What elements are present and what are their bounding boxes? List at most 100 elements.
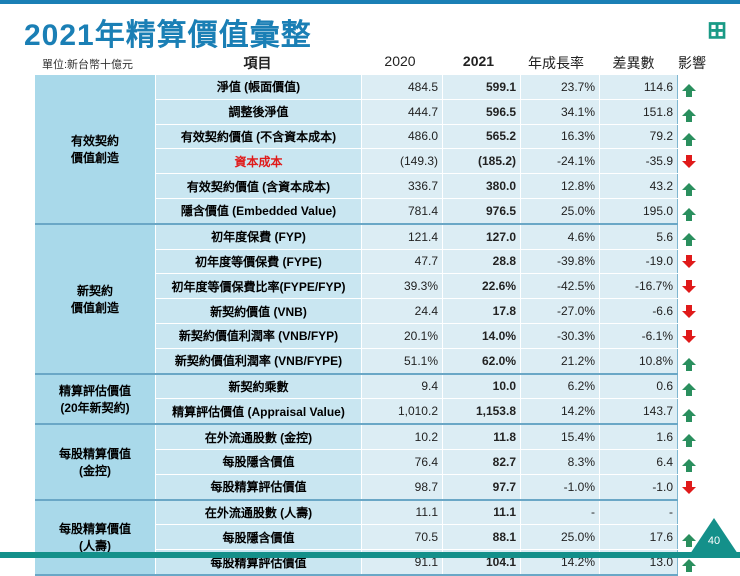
value-2020: 47.7 <box>361 249 443 275</box>
table-row: 初年度等價保費比率(FYPE/FYP) 39.3% 22.6% -42.5% -16.7… <box>35 273 700 300</box>
table-row: 每股精算價值 (人壽) 在外流通股數 (人壽) 11.1 11.1- - <box>35 499 700 576</box>
value-2021: 565.2 <box>442 124 521 150</box>
table-row: 每股精算價值 (金控) 在外流通股數 (金控) 10.2 11.8 15.4% 1.6 <box>35 424 700 501</box>
growth-cell: 15.4% <box>520 424 600 450</box>
bottom-bar <box>0 552 740 558</box>
group-label-text: 新契約 價值創造 <box>70 283 119 315</box>
value-2021: 88.1 <box>442 524 521 551</box>
table-row: 隱含價值 (Embedded Value) 781.4 976.5 25.0% 195.… <box>35 198 700 225</box>
header-2021: 2021 <box>462 53 495 69</box>
arrow-up-icon <box>682 233 696 247</box>
group-label: 每股精算價值 (金控) <box>35 424 156 501</box>
diff-cell: 151.8 <box>599 99 678 125</box>
impact-cell <box>677 273 700 299</box>
diff-cell: -1.0 <box>599 474 678 501</box>
arrow-up-icon <box>682 433 696 447</box>
table-row: 每股精算評估價值 98.7 97.7 -1.0% -1.0 <box>35 474 700 501</box>
value-2020: 24.4 <box>361 298 443 324</box>
diff-cell: -6.1% <box>599 323 678 349</box>
table-row: 有效契約價值 (含資本成本) 336.7 380.0 12.8% 43.2 <box>35 173 700 199</box>
diff-cell: 1.6 <box>599 424 678 450</box>
impact-cell <box>677 323 700 349</box>
item-cell: 有效契約價值 (含資本成本) <box>155 173 362 199</box>
top-bar <box>0 0 740 4</box>
arrow-up-icon <box>682 84 696 98</box>
value-2021: 11.8 <box>442 424 521 450</box>
table-row: 資本成本 (149.3) (185.2) -24.1% -35.9 <box>35 148 700 175</box>
value-2020: (149.3) <box>361 148 443 175</box>
arrow-up-icon <box>682 534 696 548</box>
impact-cell <box>677 298 700 324</box>
diff-cell: 43.2 <box>599 173 678 199</box>
value-2021: 97.7 <box>442 474 521 501</box>
impact-cell <box>677 75 700 100</box>
value-2020: 444.7 <box>361 99 443 125</box>
arrow-down-icon <box>682 305 696 319</box>
value-2021: (185.2) <box>442 148 521 175</box>
value-2021: 62.0% <box>442 348 521 375</box>
arrow-up-icon <box>682 383 696 397</box>
diff-cell: -16.7% <box>599 273 678 300</box>
item-cell: 初年度保費 (FYP) <box>155 223 362 250</box>
growth-cell: -27.0% <box>520 298 600 324</box>
page-badge <box>690 518 738 554</box>
header-item: 項目 <box>243 55 272 71</box>
diff-cell: 6.4 <box>599 449 678 475</box>
item-cell: 在外流通股數 (人壽) <box>155 499 362 526</box>
group-label: 精算評估價值 (20年新契約) <box>35 373 156 426</box>
item-cell: 隱含價值 (Embedded Value) <box>155 198 362 225</box>
value-2020: 121.4 <box>361 223 443 250</box>
diff-cell: -35.9 <box>599 148 678 175</box>
growth-cell: 14.2% <box>520 398 600 426</box>
growth-cell: 4.6% <box>520 223 600 250</box>
item-cell: 資本成本 <box>155 148 362 175</box>
growth-cell: 23.7% <box>520 75 600 100</box>
table-row: 精算評估價值 (20年新契約) 新契約乘數 9.4 10.0 6.2% 0.6 <box>35 373 700 426</box>
item-cell: 每股隱含價值 <box>155 524 362 551</box>
value-2020: 1,010.2 <box>361 398 443 426</box>
value-2020: 20.1% <box>361 323 443 349</box>
value-2020: 336.7 <box>361 173 443 199</box>
arrow-down-icon <box>682 329 696 343</box>
arrow-up-icon <box>682 208 696 222</box>
unit-label: 單位:新台幣十億元 <box>42 59 134 71</box>
header-2020: 2020 <box>384 53 416 69</box>
value-2021: 22.6% <box>442 273 521 300</box>
impact-cell <box>677 348 700 374</box>
diff-cell: 114.6 <box>599 75 678 100</box>
arrow-up-icon <box>682 183 696 197</box>
group-label: 有效契約 價值創造 <box>35 75 156 225</box>
group-label: 新契約 價值創造 <box>35 223 156 375</box>
item-cell: 調整後淨值 <box>155 99 362 125</box>
growth-cell: 34.1% <box>520 99 600 125</box>
value-2021: 127.0 <box>442 223 521 250</box>
value-2020: 70.5 <box>361 524 443 551</box>
table-row: 有效契約 價值創造 淨值 (帳面價值) 484.5 599.1 23.7% 114.6 <box>35 75 700 225</box>
item-cell: 有效契約價值 (不含資本成本) <box>155 124 362 150</box>
arrow-down-icon <box>682 155 696 169</box>
growth-cell: 8.3% <box>520 449 600 475</box>
value-2020: 484.5 <box>361 75 443 100</box>
diff-cell: -19.0 <box>599 249 678 275</box>
item-cell: 精算評估價值 (Appraisal Value) <box>155 398 362 426</box>
item-cell: 每股隱含價值 <box>155 449 362 475</box>
group-label-text: 每股精算價值 (人壽) <box>58 522 131 554</box>
group-label-text: 每股精算價值 (金控) <box>58 446 131 478</box>
arrow-down-icon <box>682 480 696 494</box>
value-2020: 781.4 <box>361 198 443 225</box>
arrow-up-icon <box>682 559 696 573</box>
header-growth: 年成長率 <box>528 55 584 71</box>
item-cell: 淨值 (帳面價值) <box>155 75 362 100</box>
company-logo: ⊞ <box>706 17 728 44</box>
group-label: 每股精算價值 (人壽) <box>35 499 156 576</box>
value-2020: 9.4 <box>361 373 443 400</box>
diff-cell: 0.6 <box>599 373 678 400</box>
arrow-up-icon <box>682 357 696 371</box>
impact-cell <box>677 173 700 199</box>
item-cell: 新契約價值利潤率 (VNB/FYPE) <box>155 348 362 375</box>
impact-cell <box>677 124 700 149</box>
diff-cell: 17.6 <box>599 524 678 551</box>
impact-cell <box>677 249 700 274</box>
arrow-up-icon <box>682 108 696 122</box>
arrow-up-icon <box>682 133 696 147</box>
